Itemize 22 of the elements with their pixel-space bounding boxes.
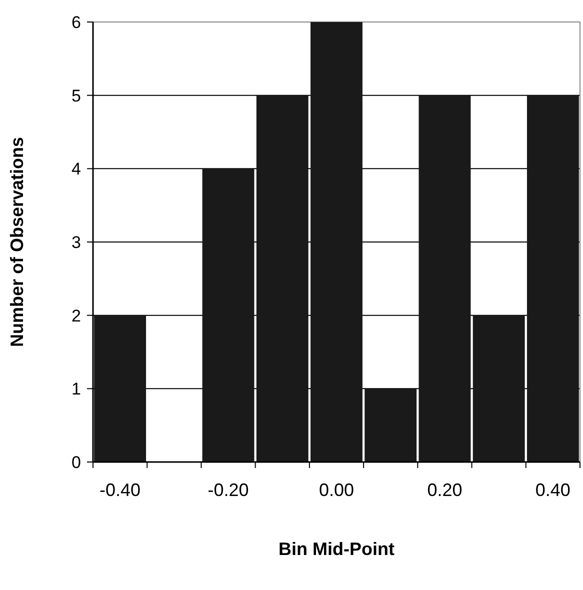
y-axis-title: Number of Observations — [7, 136, 27, 348]
x-axis-title: Bin Mid-Point — [278, 539, 394, 559]
y-tick-label: 1 — [72, 380, 81, 399]
x-tick-label: 0.00 — [318, 480, 354, 500]
bar — [364, 388, 417, 462]
bar — [418, 95, 471, 462]
y-tick-label: 2 — [72, 306, 81, 326]
x-tick-label: -0.20 — [208, 480, 249, 500]
bar — [202, 168, 254, 462]
x-tick-label: -0.40 — [100, 480, 141, 500]
x-tick-label: 0.20 — [427, 480, 462, 500]
x-tick-label: 0.40 — [535, 480, 570, 500]
y-tick-label: 0 — [72, 452, 81, 472]
y-tick-label: 3 — [72, 232, 81, 252]
bar — [526, 95, 579, 462]
y-tick-label: 6 — [72, 12, 81, 32]
y-tick-label: 5 — [72, 86, 81, 106]
bar — [310, 22, 362, 462]
bar — [94, 315, 146, 462]
y-tick-label: 4 — [72, 160, 81, 179]
bar — [256, 95, 308, 462]
bar — [472, 315, 525, 462]
